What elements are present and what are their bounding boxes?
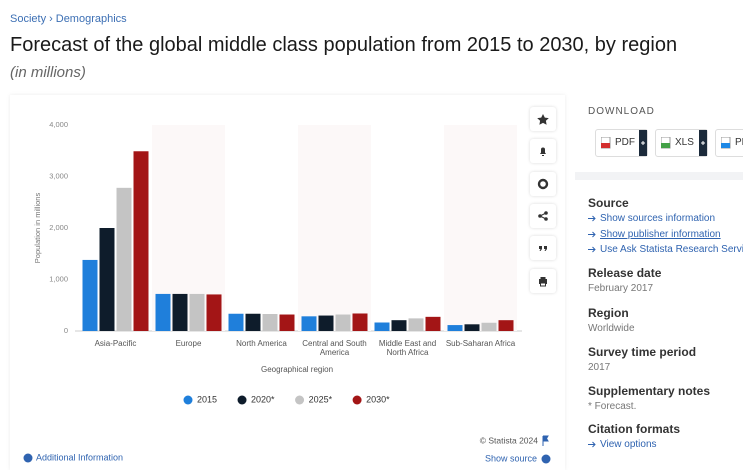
pdf-button[interactable]: PDF [595,129,648,157]
bar [99,228,115,331]
band-shade [298,125,371,331]
download-box: DOWNLOAD PDF XLS PNG [575,95,743,172]
download-label: DOWNLOAD [588,106,655,117]
publisher-link[interactable]: Show publisher information [588,229,721,240]
breadcrumb-link[interactable]: Society [10,13,47,25]
section-title: Survey time period [588,345,697,359]
x-tick-label: Middle East and North Africa [378,339,437,357]
bar [464,324,480,331]
bar [318,315,334,331]
x-tick-label: Asia-Pacific [94,339,137,348]
section-value: * Forecast. [588,401,637,412]
bar [279,314,295,331]
y-tick-label: 1,000 [49,274,68,283]
bar [301,316,317,331]
chart: Population in millions Geographical regi… [23,120,551,464]
legend-label: 2030* [366,394,390,404]
y-tick-label: 3,000 [49,171,68,180]
button-label: PNG [735,137,743,148]
print-button[interactable] [530,269,556,293]
research-link[interactable]: Use Ask Statista Research Service [588,244,743,255]
x-tick-label: Central and South America [302,339,367,357]
png-button[interactable]: PNG [715,129,743,157]
flag-icon [542,435,549,446]
favorite-button[interactable] [530,107,556,131]
legend-swatch [237,395,247,405]
share-button[interactable] [530,204,556,228]
show-source[interactable]: Show source [485,453,537,463]
bar [228,313,244,331]
sidebar: DOWNLOAD PDF XLS PNG Source Show sources… [575,95,743,470]
citation-title: Citation formats [588,422,681,436]
bar [116,187,132,331]
section-value: 2017 [588,362,611,373]
breadcrumb: Society › Demographics [10,13,130,25]
credit: © Statista 2024 [480,435,539,445]
y-tick-label: 2,000 [49,223,68,232]
section-title: Release date [588,266,662,280]
legend-label: 2025* [309,394,333,404]
legend-swatch [183,395,193,405]
subtitle: (in millions) [10,64,86,81]
x-tick-label: North America [236,339,287,348]
section-value: February 2017 [588,283,654,294]
link-text: Use Ask Statista Research Service [600,244,743,255]
y-tick-label: 0 [64,326,68,335]
y-tick-label: 4,000 [49,120,68,129]
link-text: Show sources information [600,213,716,224]
notify-button[interactable] [530,139,556,163]
section-title: Supplementary notes [588,384,711,398]
details-box: Source Show sources information Show pub… [575,180,743,470]
citation-link[interactable]: View options [588,439,657,450]
legend-label: 2020* [251,394,275,404]
link-text: View options [600,439,657,450]
separator: › [49,13,53,25]
button-label: PDF [615,137,635,148]
band-shade [444,125,517,331]
additional-info[interactable]: Additional Information [36,452,123,462]
y-axis-label: Population in millions [33,193,42,264]
x-tick-label: Sub-Saharan Africa [445,339,516,348]
bar [374,322,390,331]
bar [335,314,351,331]
bar [408,318,424,331]
legend-swatch [352,395,362,405]
bar [447,325,463,331]
cite-button[interactable] [530,236,556,260]
section-value: Worldwide [588,323,635,334]
legend-label: 2015 [197,394,217,404]
bar [481,322,497,331]
bar [425,316,441,331]
xls-button[interactable]: XLS [655,129,708,157]
bar [352,313,368,331]
bar [498,320,514,331]
bar [155,293,171,331]
bar [391,320,407,331]
legend-swatch [295,395,305,405]
section-title: Region [588,306,629,320]
settings-button[interactable] [530,172,556,196]
info-icon [541,454,551,464]
page-title: Forecast of the global middle class popu… [10,34,678,56]
source-link[interactable]: Show sources information [588,213,715,224]
bar [262,314,278,331]
link-text: Show publisher information [600,229,721,240]
bar [172,293,188,331]
bar [206,294,222,331]
info-icon [23,453,33,463]
bar [133,151,149,331]
x-tick-label: Europe [175,339,202,348]
source-title: Source [588,196,629,210]
bar [245,313,261,331]
breadcrumb-link[interactable]: Demographics [55,13,127,25]
bar [189,293,205,331]
bar [82,259,98,331]
x-axis-label: Geographical region [261,365,333,374]
button-label: XLS [675,137,694,148]
